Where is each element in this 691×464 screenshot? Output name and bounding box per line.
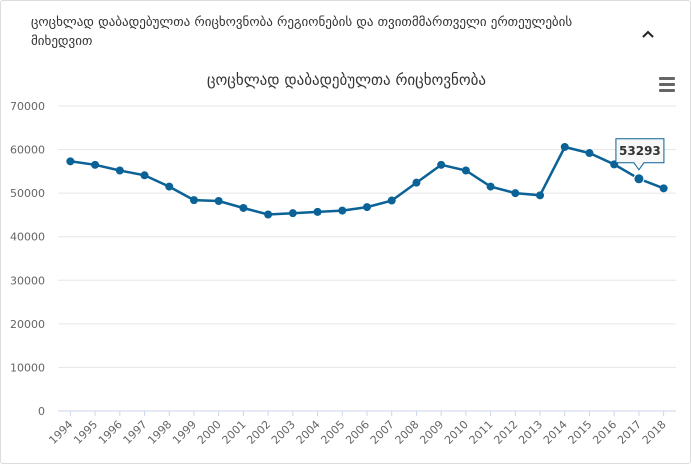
data-point[interactable]	[288, 209, 297, 218]
x-tick-label: 2017	[615, 418, 644, 447]
x-tick-label: 2011	[467, 418, 496, 447]
data-point[interactable]	[264, 210, 273, 219]
tooltip: 53293	[615, 138, 665, 171]
x-tick-label: 2003	[269, 418, 298, 447]
data-point[interactable]	[165, 182, 174, 191]
y-tick-label: 10000	[10, 361, 45, 374]
data-point[interactable]	[585, 149, 594, 158]
data-point[interactable]	[214, 196, 223, 205]
data-point[interactable]	[91, 160, 100, 169]
tooltip-value: 53293	[619, 144, 661, 158]
x-tick-label: 2013	[516, 418, 545, 447]
data-point[interactable]	[560, 142, 569, 151]
data-point[interactable]	[486, 182, 495, 191]
data-point[interactable]	[66, 157, 75, 166]
data-point[interactable]	[412, 178, 421, 187]
x-tick-label: 1996	[96, 418, 125, 447]
data-point[interactable]	[140, 171, 149, 180]
data-point[interactable]	[659, 184, 668, 193]
x-tick-label: 1997	[121, 418, 150, 447]
x-tick-label: 2002	[244, 418, 273, 447]
x-tick-label: 2014	[541, 418, 570, 447]
x-tick-label: 1998	[145, 418, 174, 447]
series-points	[66, 142, 668, 219]
y-tick-label: 20000	[10, 318, 45, 331]
y-tick-label: 60000	[10, 144, 45, 157]
y-tick-label: 30000	[10, 274, 45, 287]
data-point[interactable]	[437, 160, 446, 169]
x-tick-label: 2000	[195, 418, 224, 447]
x-tick-label: 2004	[294, 418, 323, 447]
data-point[interactable]	[338, 206, 347, 215]
x-tick-label: 2012	[491, 418, 520, 447]
data-point[interactable]	[239, 203, 248, 212]
data-point[interactable]	[115, 166, 124, 175]
x-tick-label: 2001	[220, 418, 249, 447]
x-tick-label: 1994	[46, 418, 75, 447]
x-tick-label: 2010	[442, 418, 471, 447]
x-tick-label: 2008	[393, 418, 422, 447]
x-axis-ticks: 1994199519961997199819992000200120022003…	[46, 411, 669, 447]
chart-title: ცოცხლად დაბადებულთა რიცხოვნობა	[206, 71, 487, 89]
x-tick-label: 2015	[566, 418, 595, 447]
data-point[interactable]	[363, 203, 371, 212]
grid-lines	[58, 105, 676, 412]
panel-title: ცოცხლად დაბადებულთა რიცხოვნობა რეგიონები…	[31, 15, 573, 49]
x-tick-label: 1995	[71, 418, 100, 447]
data-point[interactable]	[633, 173, 645, 185]
chevron-up-icon[interactable]	[637, 23, 659, 45]
y-tick-label: 50000	[10, 187, 45, 200]
x-tick-label: 2006	[343, 418, 372, 447]
y-tick-label: 40000	[10, 231, 45, 244]
hamburger-menu-icon[interactable]	[657, 75, 677, 93]
y-tick-label: 70000	[10, 100, 45, 113]
x-tick-label: 2005	[318, 418, 347, 447]
tooltip-box	[615, 138, 665, 171]
y-axis-ticks: 0 10000 20000 30000 40000 50000 60000 70000	[10, 100, 45, 418]
data-point[interactable]	[387, 196, 396, 205]
data-point[interactable]	[313, 207, 322, 216]
data-point[interactable]	[461, 166, 470, 175]
x-tick-label: 2016	[590, 418, 619, 447]
x-tick-label: 1999	[170, 418, 199, 447]
y-tick-label: 0	[38, 405, 45, 418]
x-tick-label: 2018	[640, 418, 669, 447]
data-point[interactable]	[189, 196, 198, 205]
x-tick-label: 2009	[417, 418, 446, 447]
x-tick-label: 2007	[368, 418, 397, 447]
data-point[interactable]	[536, 191, 545, 200]
data-point[interactable]	[511, 189, 520, 198]
